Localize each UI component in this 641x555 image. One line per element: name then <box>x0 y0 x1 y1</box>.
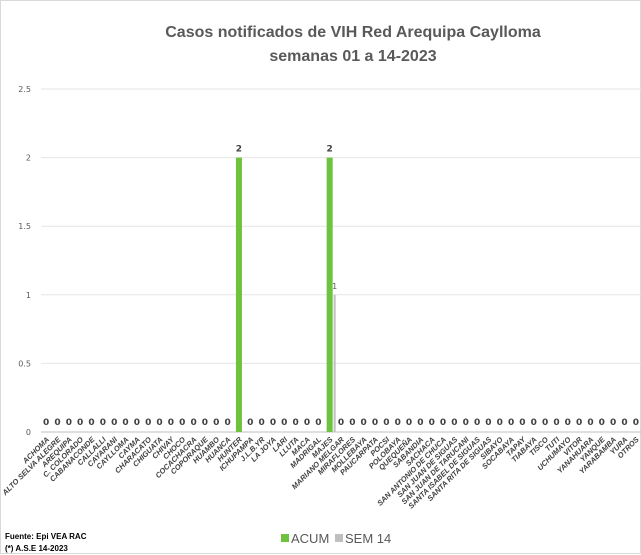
data-label-acum: 0 <box>361 418 367 428</box>
data-label-acum: 0 <box>485 418 491 428</box>
data-label-acum: 0 <box>134 418 140 428</box>
data-label-acum: 0 <box>247 418 253 428</box>
data-label-acum: 0 <box>519 418 525 428</box>
legend: ACUM SEM 14 <box>281 531 391 546</box>
legend-swatch-acum <box>281 534 289 542</box>
data-label-acum: 0 <box>190 418 196 428</box>
data-label-acum: 0 <box>565 418 571 428</box>
data-label-acum: 0 <box>610 418 616 428</box>
chart-title: Casos notificados de VIH Red Arequipa Ca… <box>165 24 541 41</box>
data-label-acum: 0 <box>270 418 276 428</box>
data-label-acum: 0 <box>100 418 106 428</box>
data-label-acum: 0 <box>304 418 310 428</box>
bars <box>235 157 336 432</box>
data-label-acum: 0 <box>77 418 83 428</box>
bar-sem14 <box>333 294 336 432</box>
data-label-acum: 0 <box>417 418 423 428</box>
data-label-acum: 0 <box>54 418 60 428</box>
data-label-acum: 0 <box>463 418 469 428</box>
y-axis: 0 0.5 1 1.5 2 2.5 <box>18 85 31 437</box>
data-label-acum: 0 <box>474 418 480 428</box>
data-label-acum: 2 <box>236 145 242 155</box>
data-label-acum: 0 <box>179 418 185 428</box>
data-label-acum: 0 <box>440 418 446 428</box>
data-label-acum: 0 <box>213 418 219 428</box>
data-label-acum: 0 <box>122 418 128 428</box>
data-label-acum: 0 <box>395 418 401 428</box>
data-label-acum: 0 <box>429 418 435 428</box>
bar-acum <box>235 157 242 432</box>
gridlines <box>41 88 641 433</box>
data-label-acum: 0 <box>633 418 639 428</box>
data-label-acum: 0 <box>293 418 299 428</box>
data-label-acum: 0 <box>168 418 174 428</box>
data-label-acum: 0 <box>88 418 94 428</box>
y-tick-label: 1 <box>26 291 31 300</box>
y-tick-label: 2 <box>26 154 31 163</box>
data-label-acum: 0 <box>406 418 412 428</box>
data-label-acum: 0 <box>587 418 593 428</box>
data-label-acum: 0 <box>542 418 548 428</box>
data-label-acum: 0 <box>224 418 230 428</box>
legend-label-acum: ACUM <box>291 531 329 546</box>
data-label-acum: 0 <box>508 418 514 428</box>
data-label-acum: 0 <box>156 418 162 428</box>
y-tick-label: 0 <box>26 428 31 437</box>
data-label-acum: 0 <box>111 418 117 428</box>
data-label-acum: 0 <box>451 418 457 428</box>
data-label-acum: 0 <box>281 418 287 428</box>
data-label-acum: 0 <box>43 418 49 428</box>
data-label-acum: 0 <box>145 418 151 428</box>
source-note: Fuente: Epi VEA RAC <box>5 532 87 541</box>
data-label-acum: 0 <box>66 418 72 428</box>
data-label-acum: 0 <box>576 418 582 428</box>
data-label-acum: 0 <box>383 418 389 428</box>
chart-subtitle: semanas 01 a 14-2023 <box>269 48 436 65</box>
bar-acum <box>326 157 333 432</box>
data-label-sem14: 1 <box>332 282 337 291</box>
data-label-acum: 0 <box>372 418 378 428</box>
data-label-acum: 0 <box>621 418 627 428</box>
data-label-acum: 0 <box>531 418 537 428</box>
data-label-acum: 0 <box>258 418 264 428</box>
y-tick-label: 2.5 <box>18 85 31 94</box>
legend-label-sem14: SEM 14 <box>345 531 391 546</box>
data-label-acum: 0 <box>315 418 321 428</box>
legend-swatch-sem14 <box>335 534 343 542</box>
data-label-acum: 0 <box>497 418 503 428</box>
y-tick-label: 0.5 <box>18 359 31 368</box>
data-label-acum: 2 <box>327 145 333 155</box>
y-tick-label: 1.5 <box>18 222 31 231</box>
data-label-acum: 0 <box>599 418 605 428</box>
data-label-acum: 0 <box>338 418 344 428</box>
data-label-acum: 0 <box>349 418 355 428</box>
data-label-acum: 0 <box>202 418 208 428</box>
data-label-acum: 0 <box>553 418 559 428</box>
ase-note: (*) A.S.E 14-2023 <box>5 544 68 553</box>
